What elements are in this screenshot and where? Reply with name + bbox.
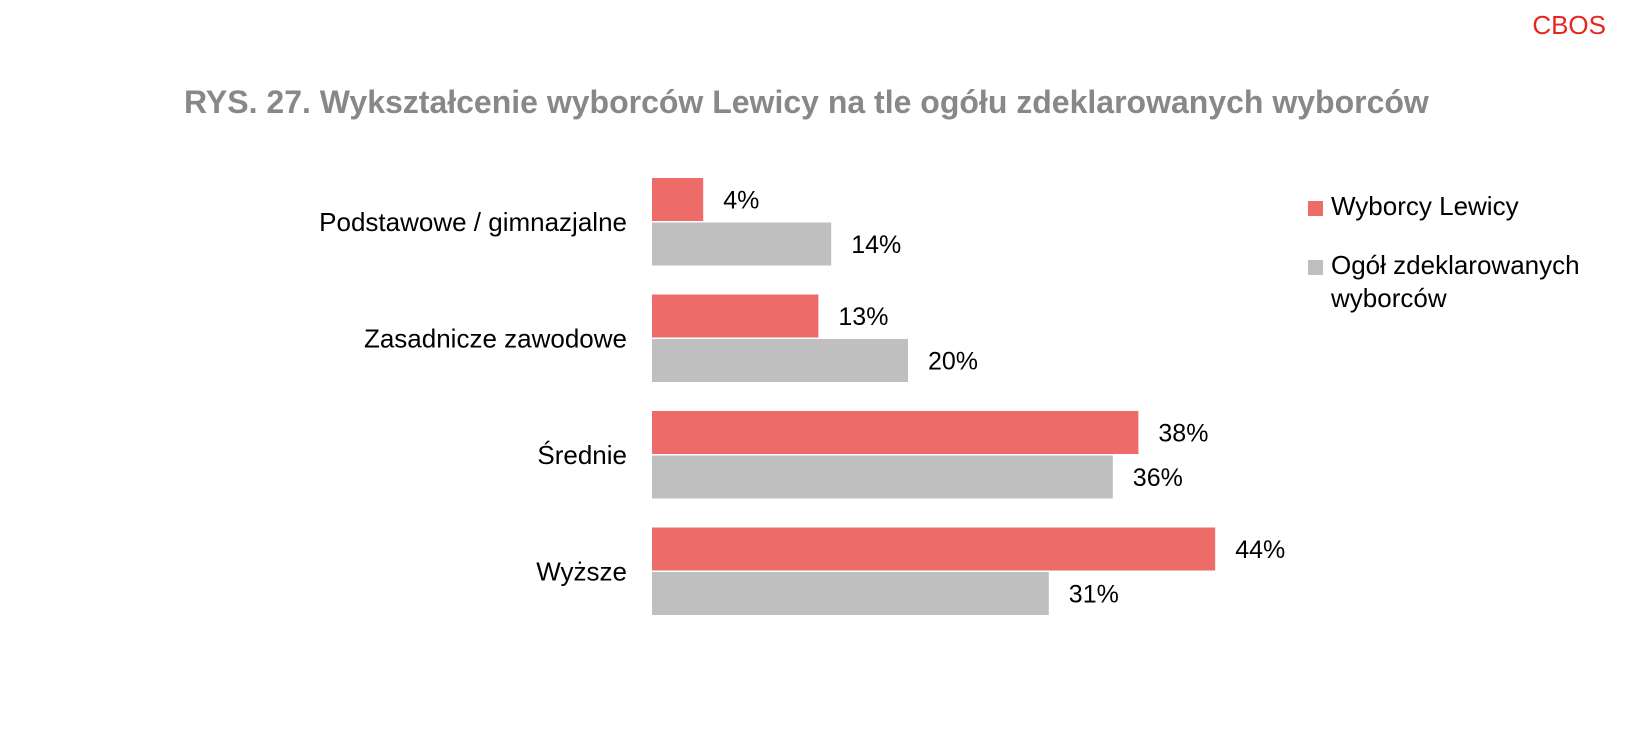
legend-swatch (1308, 201, 1323, 216)
bar-series-1 (652, 411, 1139, 454)
legend-label: Wyborcy Lewicy (1331, 191, 1519, 221)
bar-series-1 (652, 527, 1216, 571)
data-label: 20% (928, 348, 978, 376)
category-label: Średnie (537, 440, 627, 470)
bar-series-1 (652, 178, 704, 221)
data-label: 14% (851, 231, 901, 259)
legend: Wyborcy Lewicy Ogół zdeklarowanych wyborc… (1308, 190, 1608, 341)
data-label: 44% (1235, 536, 1285, 564)
legend-swatch (1308, 260, 1323, 275)
bar-series-2 (652, 455, 1113, 499)
data-label: 4% (723, 187, 759, 215)
category-label: Podstawowe / gimnazjalne (319, 207, 627, 237)
legend-item: Ogół zdeklarowanych wyborców (1308, 249, 1608, 315)
brand-logo: CBOS (1532, 10, 1606, 40)
legend-label: Ogół zdeklarowanych wyborców (1331, 250, 1580, 313)
chart-title: RYS. 27. Wykształcenie wyborców Lewicy n… (184, 84, 1429, 120)
bar-series-2 (652, 222, 832, 266)
bar-series-1 (652, 294, 819, 338)
bar-series-2 (652, 339, 908, 382)
category-label: Wyższe (536, 556, 627, 586)
category-label: Zasadnicze zawodowe (364, 323, 627, 353)
legend-item: Wyborcy Lewicy (1308, 190, 1608, 223)
data-label: 31% (1069, 581, 1119, 609)
data-label: 13% (838, 303, 888, 331)
bar-series-2 (652, 572, 1049, 615)
data-label: 36% (1133, 464, 1183, 492)
data-label: 38% (1158, 420, 1208, 448)
